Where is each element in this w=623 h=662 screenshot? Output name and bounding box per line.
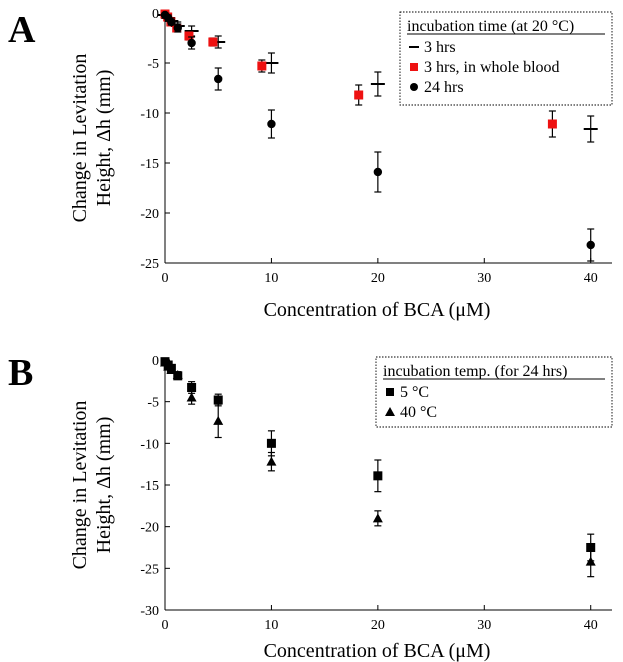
- data-point-square: [184, 31, 194, 41]
- y-tick-label: 0: [152, 354, 159, 369]
- y-tick-label: -25: [140, 562, 159, 577]
- data-point-circle: [167, 17, 176, 27]
- legend-label: 40 °C: [400, 404, 437, 421]
- legend-label: 24 hrs: [424, 79, 464, 96]
- series-2: [160, 357, 596, 578]
- data-point-triangle: [172, 370, 183, 379]
- marks-a: [158, 9, 598, 262]
- y-tick-label: -15: [140, 157, 159, 172]
- legend-label: 3 hrs: [424, 39, 456, 56]
- x-tick-label: 40: [584, 271, 598, 286]
- legend-a: incubation time (at 20 °C) 3 hrs 3 hrs, in…: [399, 11, 613, 106]
- data-point-circle: [187, 38, 196, 48]
- axes-b: 0-5-10-15-20-25-300 10 20 30 40: [140, 354, 612, 633]
- data-point-circle: [214, 74, 223, 84]
- y-tick-label: -25: [140, 257, 159, 272]
- x-tick-label: 20: [371, 271, 385, 286]
- x-tick-label: 20: [371, 618, 385, 633]
- x-tick-label: 10: [264, 271, 278, 286]
- marks-b: [160, 357, 596, 578]
- data-point-circle: [373, 167, 383, 177]
- legend-title: incubation time (at 20 °C): [407, 18, 574, 35]
- legend-title: incubation temp. (for 24 hrs): [383, 363, 567, 380]
- x-tick-label: 30: [477, 618, 491, 633]
- y-axis-title-line2: Height, Δh (mm): [93, 417, 115, 554]
- data-point-triangle: [213, 415, 224, 425]
- data-point-circle: [586, 240, 595, 250]
- y-tick-label: -15: [140, 479, 159, 494]
- data-point-triangle: [186, 392, 197, 402]
- y-tick-label: -5: [147, 57, 159, 72]
- x-tick-label: 30: [477, 271, 491, 286]
- data-point-circle: [173, 23, 182, 33]
- legend-label: 5 °C: [400, 384, 429, 401]
- legend-marker-triangle: [385, 407, 395, 416]
- legend-b: incubation temp. (for 24 hrs) 5 °C 40 °C: [375, 356, 613, 428]
- data-point-triangle: [266, 456, 277, 466]
- legend-marker-square: [410, 63, 418, 71]
- legend-label: 3 hrs, in whole blood: [424, 59, 560, 76]
- series-3: [160, 10, 595, 262]
- legend-box: [375, 356, 613, 428]
- data-point-square: [373, 471, 383, 481]
- x-tick-label: 0: [162, 618, 169, 633]
- y-tick-label: -5: [147, 396, 159, 411]
- x-axis-title: Concentration of BCA (μM): [264, 640, 491, 662]
- panel-letter-a: A: [8, 9, 36, 51]
- y-tick-label: 0: [152, 7, 159, 22]
- y-axis-title: Change in Levitation Height, Δh (mm): [69, 54, 115, 223]
- y-tick-label: -10: [140, 437, 159, 452]
- y-axis-title-line1: Change in Levitation: [69, 54, 91, 223]
- data-point-square: [208, 37, 218, 47]
- y-tick-label: -30: [140, 604, 159, 619]
- data-point-triangle: [372, 513, 383, 523]
- panel-b: B Change in Levitation Height, Δh (mm) C…: [8, 352, 613, 662]
- y-axis-title-line1: Change in Levitation: [69, 401, 91, 570]
- x-tick-label: 0: [162, 271, 169, 286]
- y-axis-title: Change in Levitation Height, Δh (mm): [69, 401, 115, 570]
- y-axis-title-line2: Height, Δh (mm): [93, 70, 115, 207]
- y-tick-label: -20: [140, 207, 159, 222]
- data-point-circle: [267, 119, 276, 129]
- data-point-square: [213, 395, 223, 405]
- data-point-square: [257, 61, 267, 71]
- legend-box: [399, 11, 613, 106]
- x-tick-label: 10: [264, 618, 278, 633]
- panel-letter-b: B: [8, 352, 33, 394]
- data-point-triangle: [166, 365, 177, 374]
- axes-a: 0-5-10-15-20-250 10 20 30 40: [140, 7, 612, 286]
- legend-marker-square: [386, 388, 394, 396]
- panel-a: A Change in Levitation Height, Δh (mm) C…: [8, 7, 613, 321]
- x-axis-title: Concentration of BCA (μM): [264, 299, 491, 321]
- data-point-square: [547, 119, 557, 129]
- x-tick-label: 40: [584, 618, 598, 633]
- data-point-square: [187, 383, 197, 392]
- legend-marker-circle: [410, 83, 418, 91]
- data-point-triangle: [585, 556, 596, 566]
- y-tick-label: -10: [140, 107, 159, 122]
- y-tick-label: -20: [140, 521, 159, 536]
- data-point-square: [354, 90, 364, 100]
- data-point-square: [266, 438, 276, 448]
